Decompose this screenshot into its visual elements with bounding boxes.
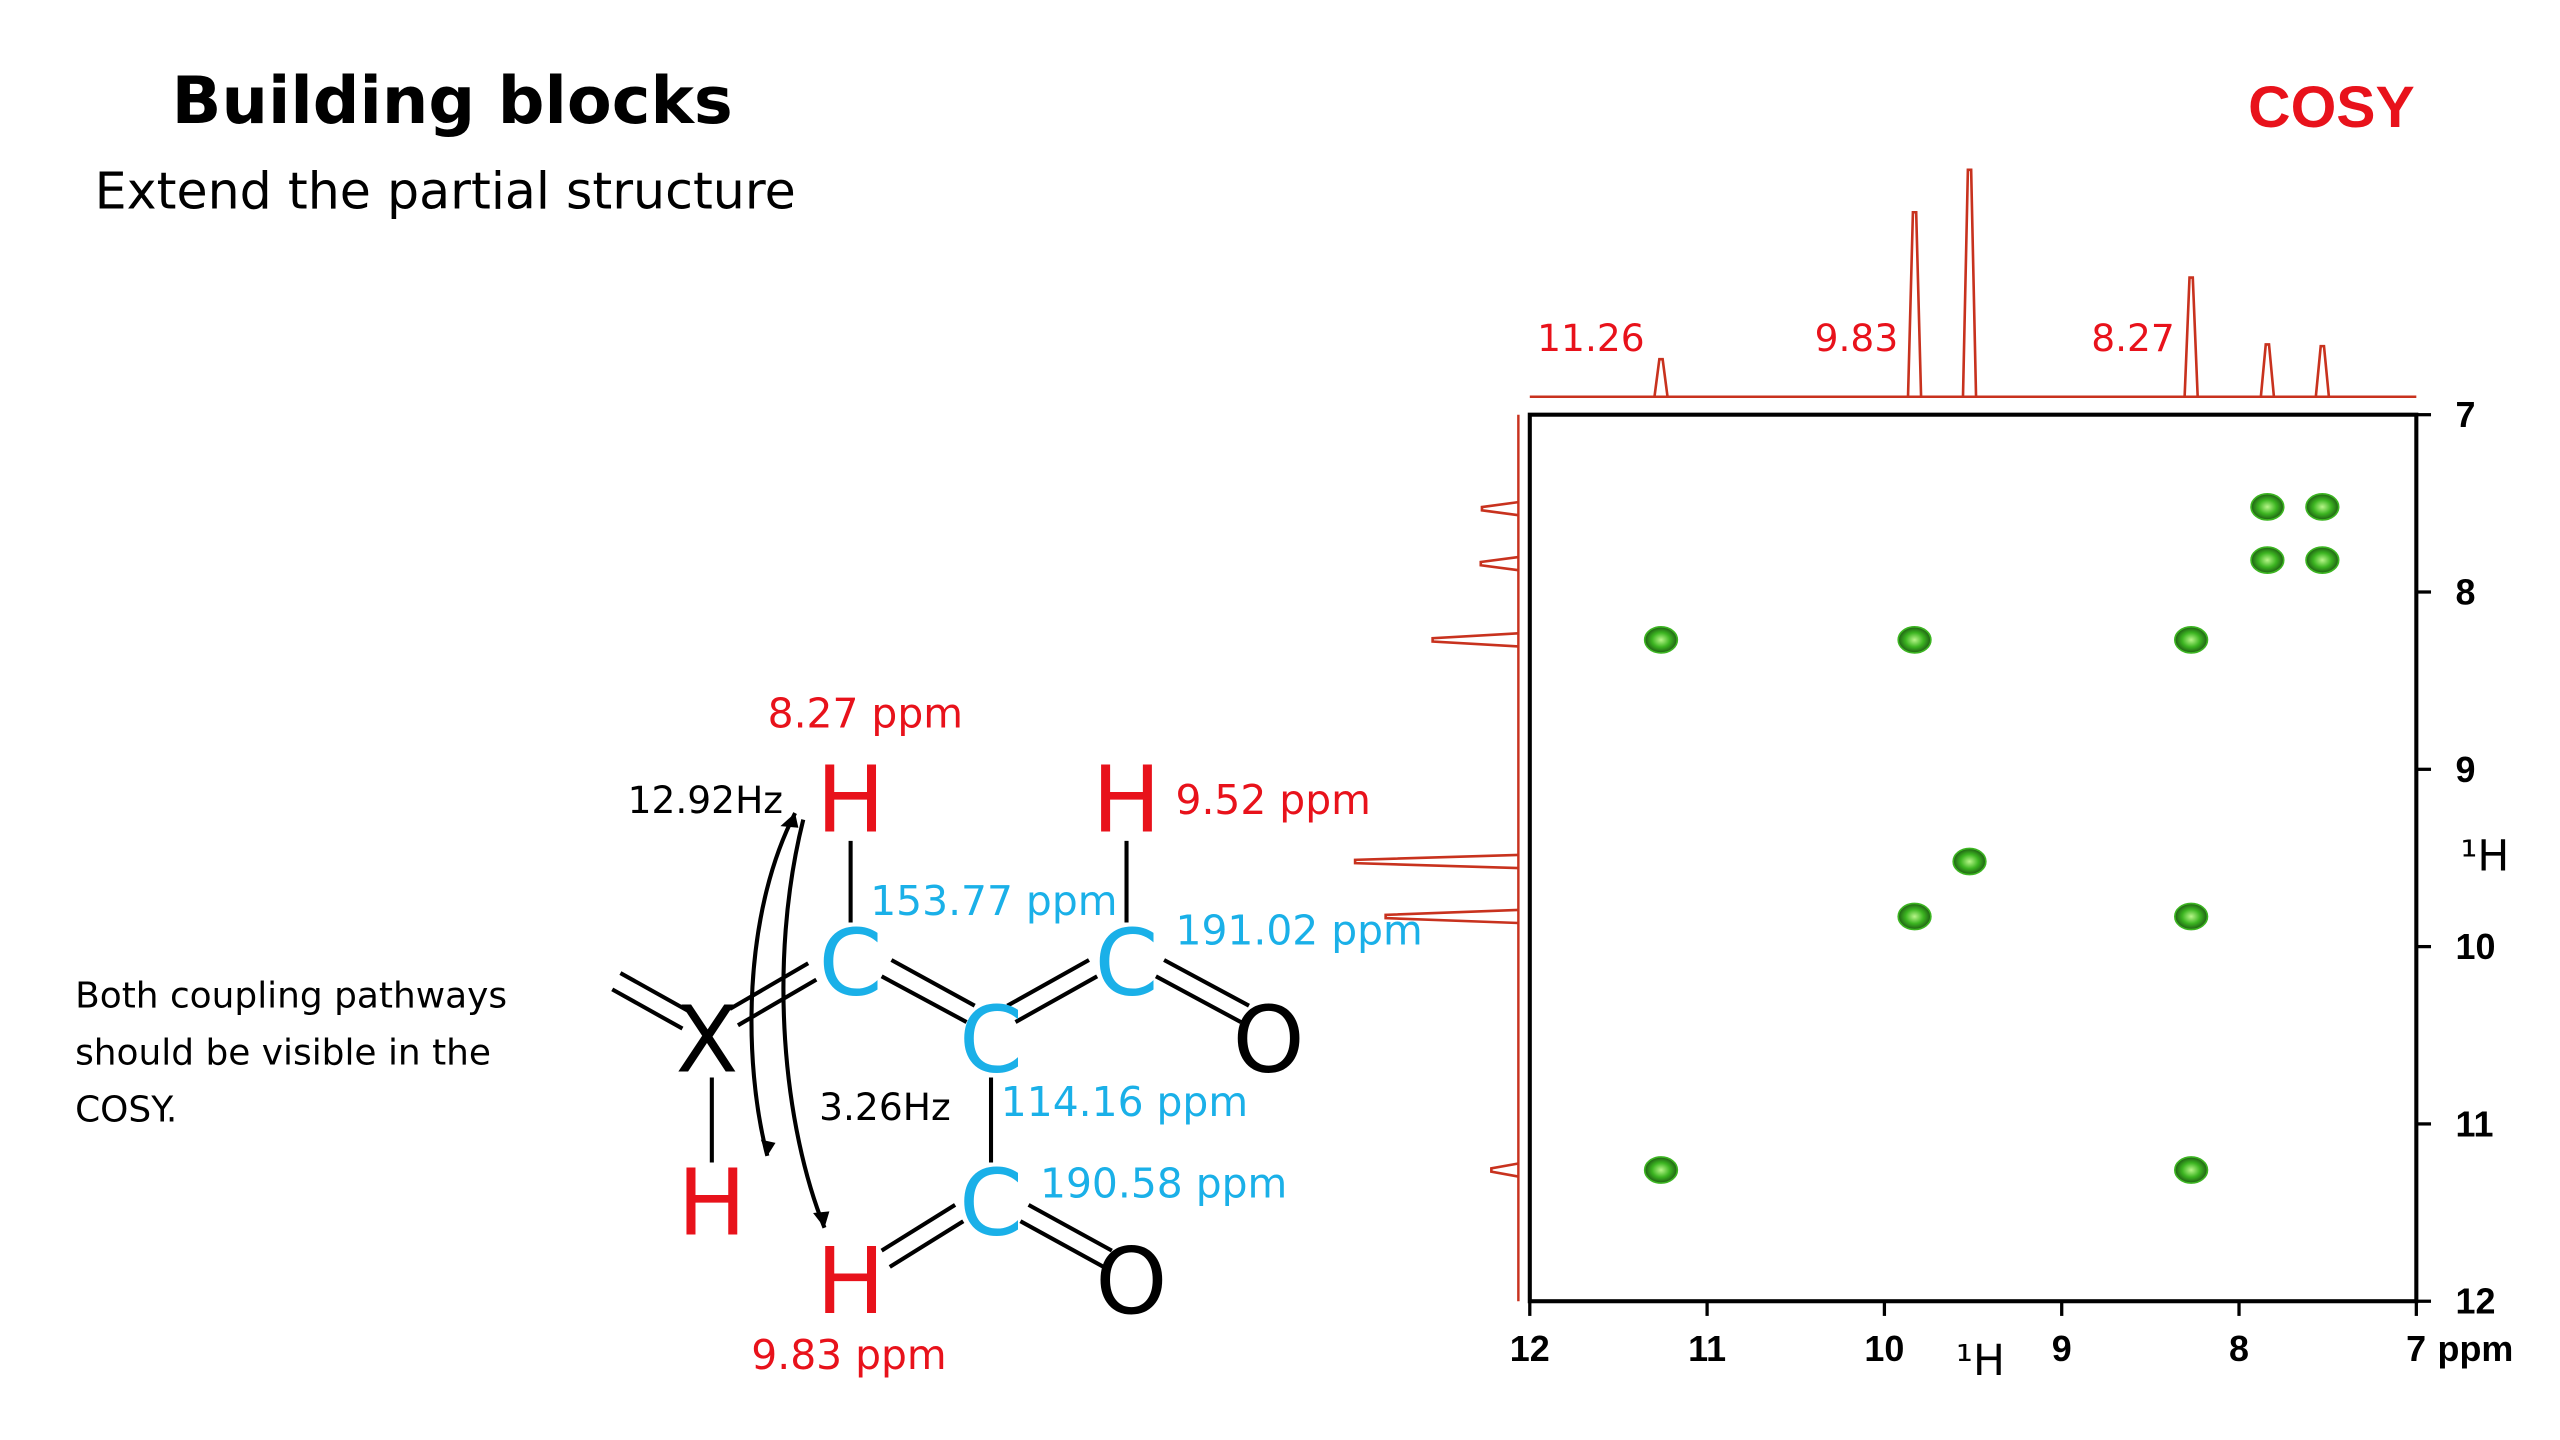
bond [619, 971, 692, 1015]
cross-peak [1952, 847, 1987, 876]
atom: H [816, 746, 885, 853]
chart-title: COSY [2248, 75, 2415, 140]
bond [1014, 974, 1099, 1024]
cross-peak [2174, 625, 2209, 654]
projection-peak [2314, 344, 2331, 397]
shift-label: 9.52 ppm [1176, 776, 1371, 824]
coupling-arrow [749, 812, 797, 1157]
projection-peak [2259, 343, 2276, 397]
bond [880, 1203, 957, 1253]
bond [1027, 1203, 1113, 1253]
projection-peak [1490, 1162, 1519, 1178]
cross-peak [1643, 1156, 1679, 1184]
shift-label: 8.27 ppm [768, 689, 963, 737]
coupling-arrow [781, 819, 827, 1229]
bond [728, 961, 810, 1011]
bond [890, 958, 976, 1008]
x-tick-label: 8 [2229, 1328, 2249, 1369]
peak-label: 11.26 [1537, 316, 1645, 360]
projection-peak [1384, 908, 1519, 925]
y-tick-label: 12 [2456, 1281, 2496, 1322]
atom: H [816, 1228, 885, 1335]
y-tick-label: 8 [2456, 572, 2476, 613]
projection-peak [2183, 276, 2199, 397]
x-tick-label: 10 [1864, 1328, 1904, 1369]
cross-peak [1897, 625, 1932, 654]
atom: H [677, 1150, 746, 1257]
y-tick-label: 7 [2456, 394, 2476, 435]
y-tick-label: 9 [2456, 749, 2476, 790]
cross-peak [2174, 902, 2209, 931]
bond [1163, 958, 1250, 1008]
x-unit: ppm [2438, 1328, 2514, 1369]
cross-peak [2250, 546, 2285, 574]
x-tick-label: 7 [2406, 1328, 2426, 1369]
atom: H [1092, 746, 1161, 853]
bond [888, 1219, 965, 1269]
title: Building blocks [172, 63, 733, 139]
x-axis-label: ¹H [1956, 1337, 2005, 1386]
atom: C [1095, 910, 1159, 1017]
bond [880, 974, 968, 1024]
projection-peak [1353, 853, 1519, 870]
peak-label: 9.83 [1815, 316, 1899, 360]
note-line: COSY. [75, 1090, 177, 1131]
shift-label: 114.16 ppm [1001, 1078, 1248, 1126]
atom: C [819, 910, 883, 1017]
y-axis-label: ¹H [2460, 833, 2509, 882]
projection-peak [1431, 632, 1519, 648]
cosy-plot: ¹H ¹H ppm 12 11 10 9 8 7 7 8 9 10 11 12 11.26 9.83 8.2… [1353, 168, 2514, 1386]
atom: O [1233, 986, 1305, 1093]
atom: C [959, 986, 1023, 1093]
cross-peak [2250, 493, 2285, 521]
coupling-label: 12.92Hz [628, 778, 783, 822]
atom: O [1095, 1228, 1167, 1335]
x-tick-label: 11 [1688, 1328, 1726, 1369]
bond [611, 987, 684, 1031]
bond [1154, 974, 1242, 1024]
note-line: Both coupling pathways [75, 975, 507, 1016]
projection-peak [1653, 357, 1669, 397]
atom: X [676, 986, 739, 1093]
note-line: should be visible in the [75, 1033, 491, 1074]
atom: C [959, 1150, 1023, 1257]
shift-label: 153.77 ppm [870, 877, 1117, 925]
projection-peak [1906, 210, 1923, 397]
shift-label: 9.83 ppm [751, 1331, 946, 1379]
coupling-label: 3.26Hz [819, 1085, 951, 1129]
plot-frame [1527, 412, 2419, 1304]
cross-peak [2305, 546, 2340, 574]
cross-peak [2174, 1156, 2209, 1184]
peak-label: 8.27 [2091, 316, 2175, 360]
shift-label: 190.58 ppm [1040, 1160, 1287, 1208]
x-tick-label: 9 [2052, 1328, 2072, 1369]
cross-peak [2305, 493, 2340, 521]
shift-label: 191.02 ppm [1176, 907, 1423, 955]
y-tick-label: 10 [2456, 926, 2496, 967]
projection-peak [1961, 168, 1978, 397]
x-tick-label: 12 [1510, 1328, 1550, 1369]
subtitle: Extend the partial structure [95, 162, 796, 221]
y-tick-label: 11 [2456, 1103, 2494, 1144]
projection-peak [1479, 555, 1519, 572]
projection-peak [1480, 500, 1519, 517]
bond [1019, 1219, 1105, 1269]
molecule: H H C C C C O O X H H 8.27 ppm 9.52 ppm … [611, 689, 1423, 1379]
bond [1006, 958, 1090, 1008]
cross-peak [1897, 902, 1932, 931]
cross-peak [1643, 625, 1679, 654]
